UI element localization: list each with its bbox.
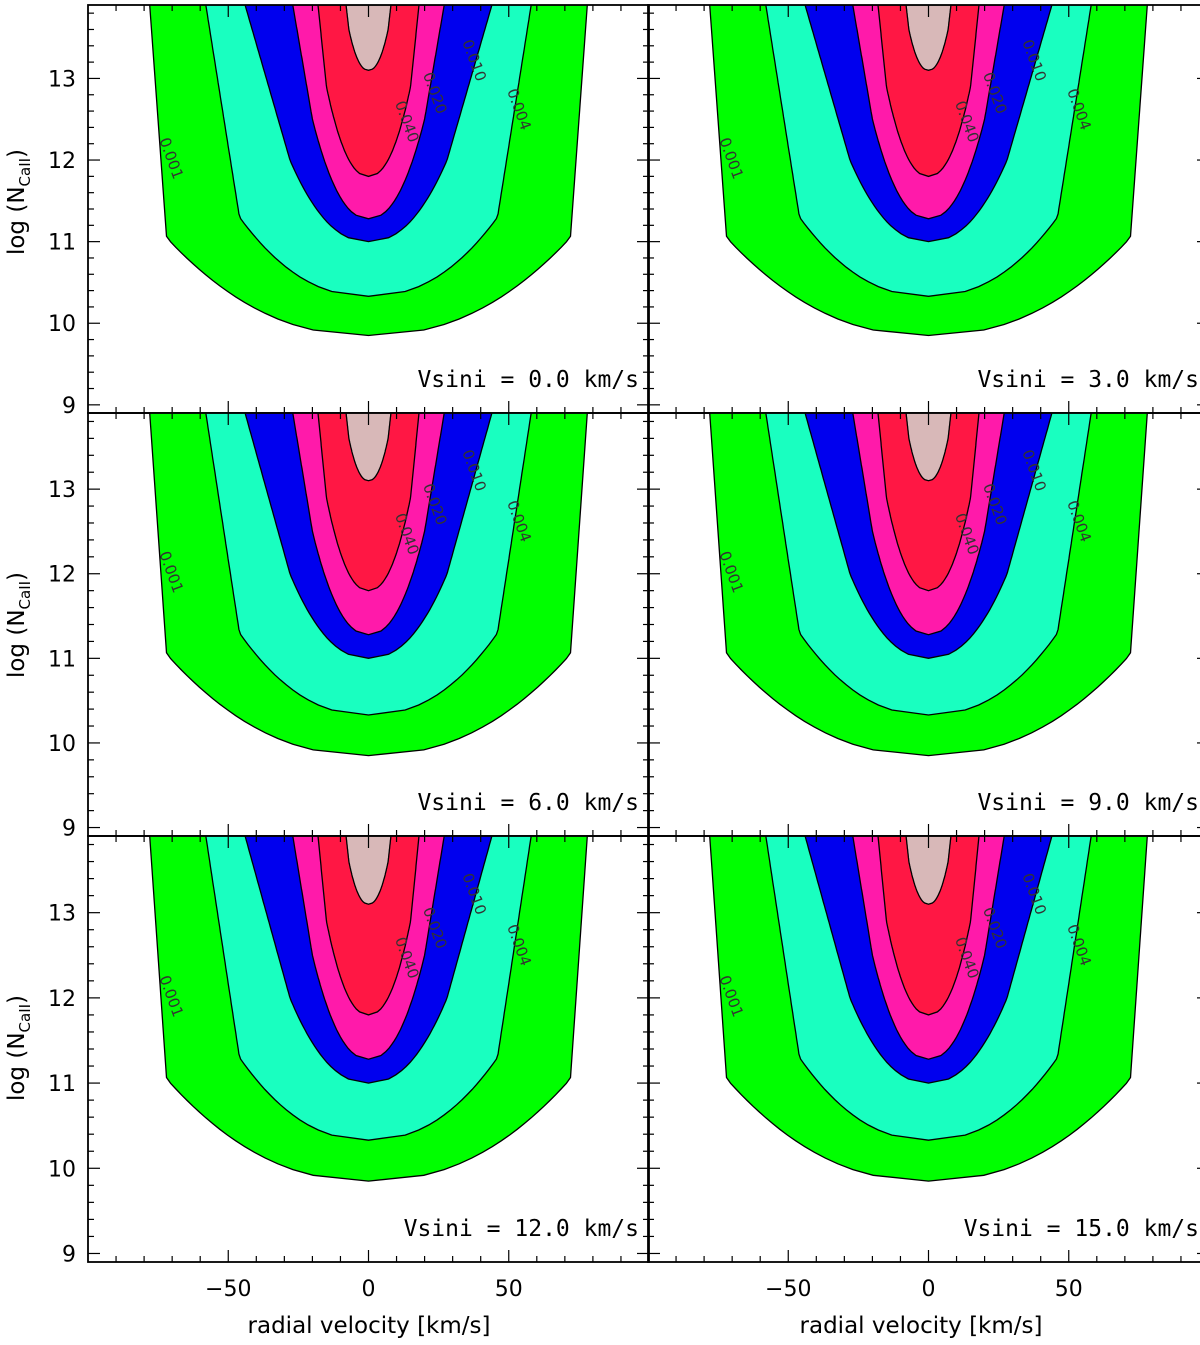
panel-label: Vsini = 15.0 km/s [964, 1216, 1199, 1242]
panel-label: Vsini = 12.0 km/s [404, 1216, 639, 1242]
contour-region-core [345, 836, 392, 905]
panel-label: Vsini = 6.0 km/s [417, 790, 639, 816]
x-tick-label: 0 [922, 1277, 936, 1302]
x-tick-label: 50 [1055, 1277, 1083, 1302]
ticks [648, 413, 1200, 836]
y-axis-label-row3: log (NCaII) [4, 995, 34, 1101]
y-tick-label: 10 [48, 1157, 76, 1182]
y-tick-label: 12 [48, 987, 76, 1012]
svg-text:log (NCaII): log (NCaII) [4, 995, 34, 1101]
y-tick-label: 12 [48, 149, 76, 174]
x-tick-label: 50 [495, 1277, 523, 1302]
panel-label: Vsini = 9.0 km/s [977, 790, 1199, 816]
x-tick-label: −50 [205, 1277, 251, 1302]
y-tick-label: 13 [48, 67, 76, 92]
contour-region-core [345, 413, 392, 482]
contour-region-core [905, 413, 952, 482]
contour-region-0.040 [317, 413, 420, 592]
y-tick-label: 13 [48, 478, 76, 503]
y-tick-label: 10 [48, 312, 76, 337]
y-tick-label: 9 [62, 394, 76, 419]
y-tick-label: 11 [48, 1072, 76, 1097]
y-tick-label: 10 [48, 732, 76, 757]
y-tick-label: 11 [48, 647, 76, 672]
ticks [648, 836, 1200, 1262]
y-tick-label: 9 [62, 1242, 76, 1267]
contour-region-core [905, 5, 952, 71]
ticks [88, 836, 649, 1262]
svg-text:log (NCaII): log (NCaII) [4, 149, 34, 255]
y-tick-label: 12 [48, 563, 76, 588]
y-tick-label: 13 [48, 902, 76, 927]
y-tick-label: 9 [62, 817, 76, 842]
panel-label: Vsini = 0.0 km/s [417, 367, 639, 393]
contour-region-0.040 [317, 836, 420, 1016]
y-axis-label-row1: log (NCaII) [4, 149, 34, 255]
contour-region-0.040 [877, 413, 980, 592]
x-tick-label: −50 [765, 1277, 811, 1302]
contour-region-core [905, 836, 952, 905]
contour-region-core [345, 5, 392, 71]
contour-region-0.040 [877, 5, 980, 178]
x-axis-label-left: radial velocity [km/s] [248, 1313, 491, 1339]
ticks [648, 5, 1200, 413]
contour-region-0.040 [877, 836, 980, 1016]
x-axis-label-right: radial velocity [km/s] [800, 1313, 1043, 1339]
panel-label: Vsini = 3.0 km/s [977, 367, 1199, 393]
y-axis-label-row2: log (NCaII) [4, 572, 34, 678]
y-tick-label: 11 [48, 231, 76, 256]
contour-region-0.040 [317, 5, 420, 178]
svg-text:log (NCaII): log (NCaII) [4, 572, 34, 678]
x-tick-label: 0 [362, 1277, 376, 1302]
